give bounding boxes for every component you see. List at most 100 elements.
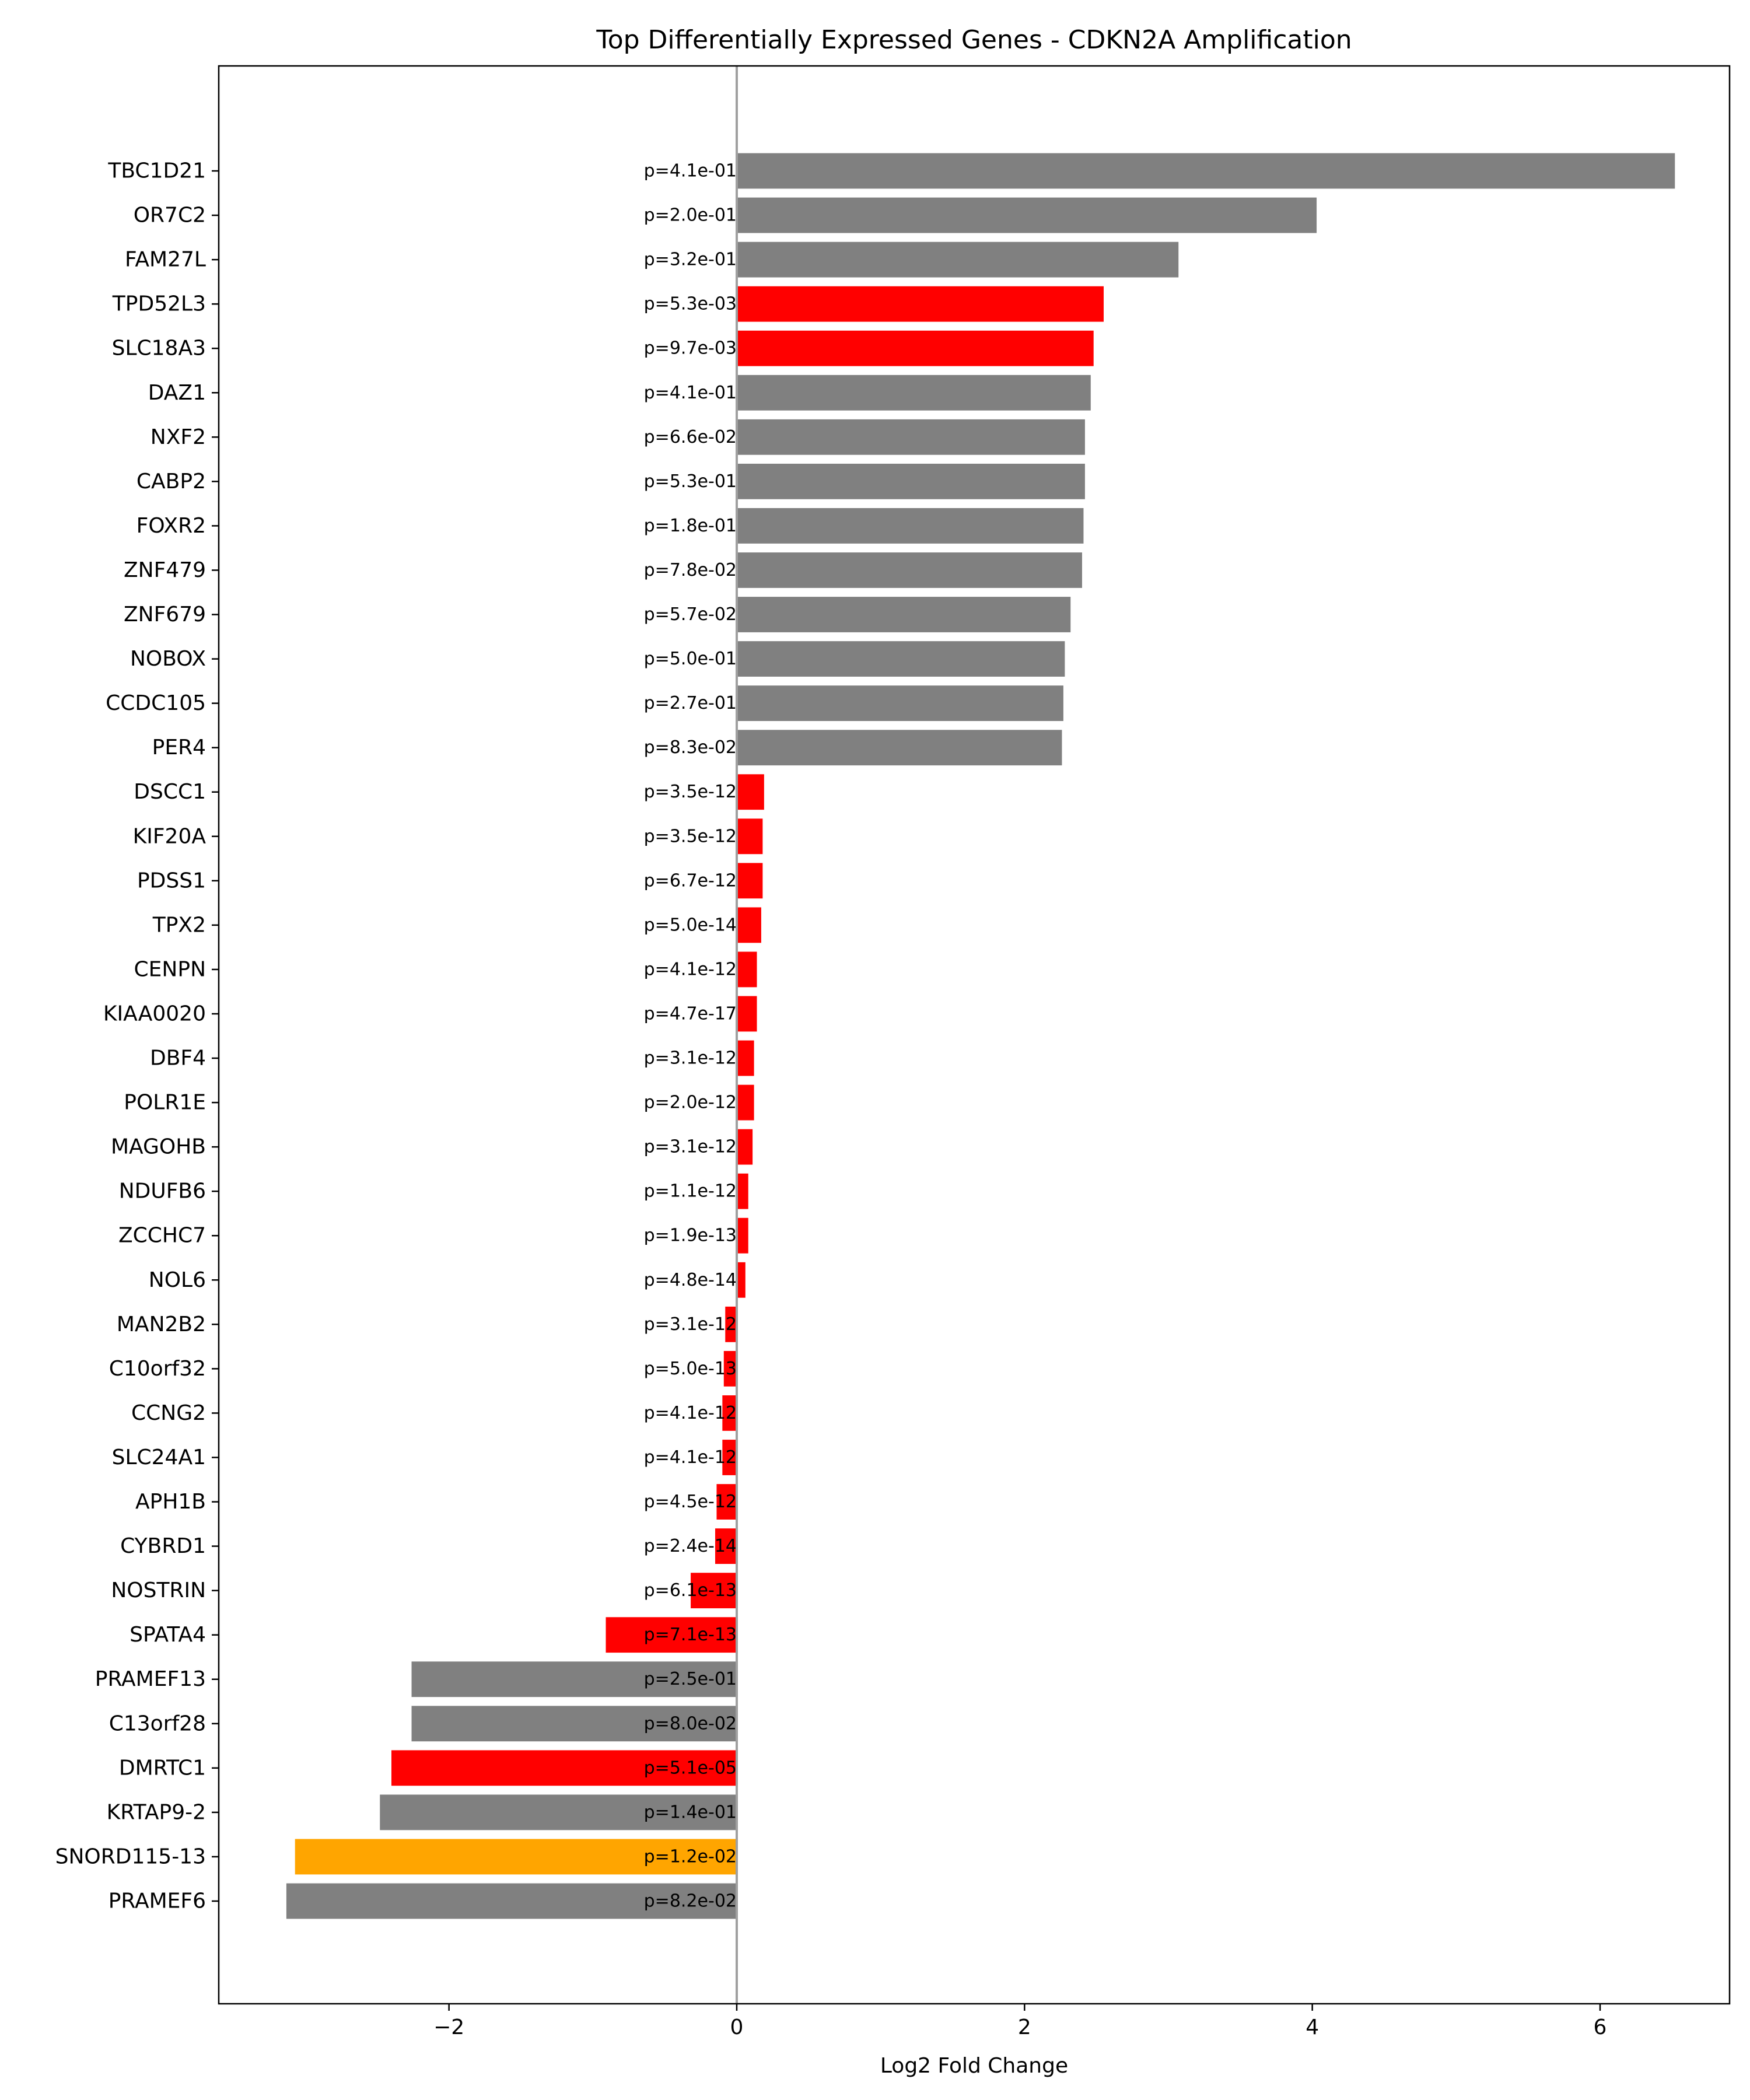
- bar: [737, 153, 1675, 189]
- bar: [737, 1084, 754, 1121]
- bar: [737, 641, 1065, 677]
- y-tick-label: MAN2B2: [117, 1312, 206, 1336]
- y-tick-label: SLC24A1: [112, 1446, 206, 1469]
- bar: [411, 1661, 737, 1698]
- p-value-label: p=2.4e-14: [644, 1536, 737, 1556]
- bar: [737, 996, 757, 1032]
- y-tick-label: ZNF479: [124, 558, 206, 582]
- bar: [723, 1350, 737, 1387]
- y-tick-label: NOBOX: [130, 647, 206, 671]
- p-value-label: p=1.4e-01: [644, 1802, 737, 1822]
- p-value-label: p=2.0e-01: [644, 205, 737, 226]
- bar: [295, 1839, 737, 1875]
- p-value-label: p=8.2e-02: [644, 1891, 737, 1912]
- plot-frame: [218, 65, 1731, 2005]
- x-axis-ticks: −2 0 2 4 6: [433, 2004, 1606, 2039]
- y-tick-label: C10orf32: [109, 1357, 206, 1381]
- bar: [691, 1573, 737, 1609]
- p-value-labels-layer: p=4.1e-01 p=2.0e-01 p=3.2e-01 p=5.3e-03 p=9.…: [644, 161, 737, 1912]
- x-axis-label: Log2 Fold Change: [880, 2054, 1068, 2078]
- y-tick-label: SLC18A3: [112, 337, 206, 360]
- p-value-label: p=5.3e-01: [644, 471, 737, 492]
- bar: [737, 1217, 748, 1254]
- bar: [725, 1306, 737, 1342]
- bar: [737, 508, 1084, 544]
- y-tick-label: MAGOHB: [111, 1135, 206, 1159]
- bar: [737, 730, 1062, 766]
- p-value-label: p=9.7e-03: [644, 338, 737, 359]
- y-tick-label: NOL6: [149, 1268, 206, 1292]
- p-value-label: p=6.6e-02: [644, 427, 737, 447]
- p-value-label: p=4.1e-12: [644, 1403, 737, 1423]
- bar: [722, 1395, 737, 1431]
- y-tick-label: ZCCHC7: [118, 1224, 206, 1248]
- y-tick-label: OR7C2: [134, 204, 206, 228]
- y-tick-label: NXF2: [150, 425, 206, 449]
- y-tick-label: PRAMEF13: [95, 1667, 206, 1691]
- p-value-label: p=4.1e-12: [644, 959, 737, 979]
- p-value-label: p=3.1e-12: [644, 1137, 737, 1157]
- y-tick-label: POLR1E: [124, 1091, 206, 1115]
- y-tick-label: CABP2: [136, 470, 206, 494]
- bar: [737, 685, 1063, 722]
- p-value-label: p=5.7e-02: [644, 604, 737, 625]
- bar: [737, 907, 761, 943]
- p-value-label: p=3.1e-12: [644, 1048, 737, 1069]
- y-tick-label: FOXR2: [136, 514, 206, 538]
- p-value-label: p=4.5e-12: [644, 1492, 737, 1512]
- y-tick-label: TPX2: [152, 913, 206, 937]
- bar: [737, 419, 1085, 455]
- p-value-label: p=1.9e-13: [644, 1226, 737, 1246]
- bar: [737, 1129, 753, 1165]
- p-value-label: p=2.7e-01: [644, 693, 737, 713]
- y-tick-label: SPATA4: [130, 1623, 206, 1647]
- p-value-label: p=7.8e-02: [644, 560, 737, 580]
- p-value-label: p=1.2e-02: [644, 1846, 737, 1867]
- bar: [715, 1528, 737, 1564]
- x-tick-label: 6: [1594, 2015, 1607, 2039]
- y-tick-label: SNORD115-13: [55, 1845, 206, 1868]
- bar: [606, 1617, 737, 1653]
- bar: [722, 1440, 737, 1475]
- p-value-label: p=3.5e-12: [644, 782, 737, 802]
- bar: [737, 818, 763, 855]
- bar: [286, 1883, 737, 1919]
- x-tick-label: −2: [433, 2015, 464, 2039]
- chart-title: Top Differentially Expressed Genes - CDK…: [596, 25, 1352, 55]
- bar: [737, 552, 1082, 588]
- p-value-label: p=8.3e-02: [644, 737, 737, 758]
- p-value-label: p=4.1e-01: [644, 161, 737, 181]
- y-tick-label: C13orf28: [109, 1712, 206, 1735]
- p-value-label: p=2.5e-01: [644, 1669, 737, 1689]
- x-tick-label: 0: [730, 2015, 744, 2039]
- bar: [737, 374, 1091, 411]
- y-tick-label: PRAMEF6: [108, 1889, 206, 1913]
- y-tick-label: DAZ1: [148, 381, 206, 405]
- p-value-label: p=2.0e-12: [644, 1093, 737, 1113]
- bar: [737, 1173, 748, 1209]
- bar: [737, 1040, 754, 1076]
- y-tick-label: CCNG2: [131, 1401, 206, 1425]
- p-value-label: p=3.5e-12: [644, 826, 737, 846]
- bar: [411, 1706, 737, 1742]
- y-tick-label: DSCC1: [134, 780, 206, 804]
- bar: [737, 1262, 746, 1298]
- y-tick-label: FAM27L: [125, 248, 206, 272]
- p-value-label: p=4.1e-12: [644, 1447, 737, 1468]
- bar: [737, 286, 1104, 322]
- p-value-label: p=4.7e-17: [644, 1003, 737, 1024]
- y-tick-label: CYBRD1: [120, 1534, 206, 1558]
- p-value-label: p=1.1e-12: [644, 1181, 737, 1202]
- y-tick-label: CCDC105: [106, 691, 206, 715]
- bar: [380, 1794, 737, 1831]
- y-tick-label: DMRTC1: [119, 1756, 206, 1780]
- y-tick-label: APH1B: [135, 1490, 206, 1514]
- y-tick-label: NOSTRIN: [111, 1578, 206, 1602]
- bar: [737, 774, 764, 810]
- bars-layer: [286, 153, 1675, 1919]
- p-value-label: p=1.8e-01: [644, 516, 737, 536]
- bar: [716, 1484, 737, 1520]
- bar: [737, 463, 1085, 499]
- y-tick-label: PER4: [152, 736, 206, 760]
